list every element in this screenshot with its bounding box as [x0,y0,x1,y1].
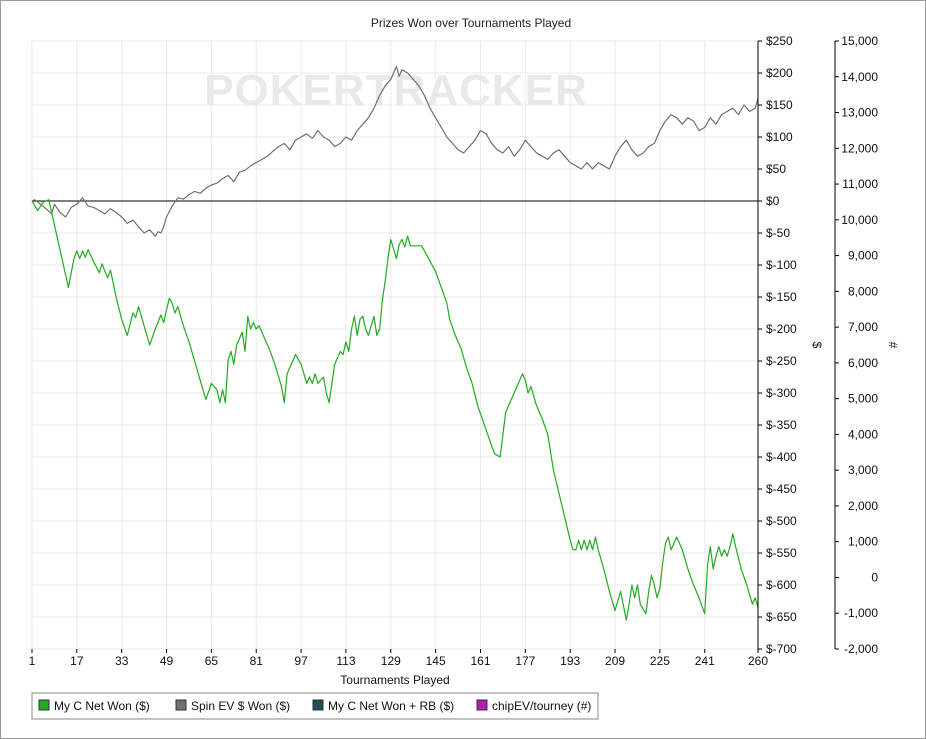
legend-swatch [312,699,324,711]
y2-tick-label: 2,000 [848,499,878,513]
legend: My C Net Won ($) Spin EV $ Won ($) My C Ne… [31,692,599,720]
x-tick-label: 97 [294,654,308,668]
y-tick-label: $-600 [766,578,797,592]
y-tick-label: $-450 [766,482,797,496]
legend-label: Spin EV $ Won ($) [191,699,290,713]
y-axis-dollars: $250 $200 $150 $100 $50 $0 $-50 $-100 $-150 $-200… [757,34,797,656]
x-tick-label: 177 [515,654,535,668]
legend-label: My C Net Won + RB ($) [328,699,454,713]
y-tick-label: $-350 [766,418,797,432]
x-tick-label: 225 [650,654,670,668]
x-tick-label: 241 [695,654,715,668]
y2-axis-title: # [886,342,900,349]
y2-tick-label: 14,000 [841,70,878,84]
y2-tick-label: 13,000 [841,106,878,120]
chart-title: Prizes Won over Tournaments Played [371,16,571,30]
legend-label: My C Net Won ($) [54,699,150,713]
y-tick-label: $-700 [766,642,797,656]
y-tick-label: $50 [766,162,786,176]
y-tick-label: $100 [766,130,793,144]
y-tick-label: $0 [766,194,780,208]
x-tick-label: 129 [381,654,401,668]
x-tick-label: 81 [250,654,264,668]
x-tick-label: 145 [426,654,446,668]
y-tick-label: $-200 [766,322,797,336]
y2-tick-label: 3,000 [848,463,878,477]
y-tick-label: $-650 [766,610,797,624]
y-tick-label: $-250 [766,354,797,368]
y2-tick-label: -2,000 [844,642,878,656]
y-tick-label: $-50 [766,226,790,240]
y-tick-label: $250 [766,34,793,48]
x-tick-label: 260 [748,654,768,668]
y-tick-label: $-500 [766,514,797,528]
x-tick-label: 33 [115,654,129,668]
x-tick-label: 209 [605,654,625,668]
x-tick-label: 17 [70,654,84,668]
y2-tick-label: 4,000 [848,427,878,441]
y2-tick-label: 5,000 [848,392,878,406]
y-axis-title: $ [810,342,824,349]
y2-tick-label: 12,000 [841,141,878,155]
legend-swatch [38,699,50,711]
series-line-my-c-net-won [31,199,759,621]
x-axis: 1 17 33 49 65 81 97 113 129 145 161 177 193 209 225 241… [29,649,768,668]
series-line-spin-ev-won [31,65,759,237]
y2-tick-label: 11,000 [842,177,878,191]
y-tick-label: $-550 [766,546,797,560]
legend-label: chipEV/tourney (#) [492,699,591,713]
x-tick-label: 193 [560,654,580,668]
y-tick-label: $-100 [766,258,797,272]
x-axis-title: Tournaments Played [340,673,449,687]
x-tick-label: 113 [336,654,355,668]
y2-tick-label: 1,000 [848,535,878,549]
x-tick-label: 1 [29,654,36,668]
y-tick-label: $-150 [766,290,797,304]
y2-tick-label: 8,000 [848,284,878,298]
y-tick-label: $-400 [766,450,797,464]
y-axis-count: 15,000 14,000 13,000 12,000 11,000 10,000 9,00… [834,34,878,656]
legend-swatch [175,699,187,711]
y2-tick-label: -1,000 [844,606,878,620]
x-tick-label: 49 [160,654,174,668]
y2-tick-label: 7,000 [848,320,878,334]
y2-tick-label: 0 [871,570,878,584]
y2-tick-label: 9,000 [848,249,878,263]
x-tick-label: 65 [205,654,219,668]
y2-tick-label: 10,000 [841,213,878,227]
x-tick-label: 161 [470,654,490,668]
plot-area [31,40,759,650]
y2-tick-label: 6,000 [848,356,878,370]
y2-tick-label: 15,000 [841,34,878,48]
y-tick-label: $200 [766,66,793,80]
pokertracker-watermark: POKERTRACKER [204,66,588,115]
legend-swatch [476,699,488,711]
y-tick-label: $150 [766,98,793,112]
y-tick-label: $-300 [766,386,797,400]
series-layer [31,65,759,621]
